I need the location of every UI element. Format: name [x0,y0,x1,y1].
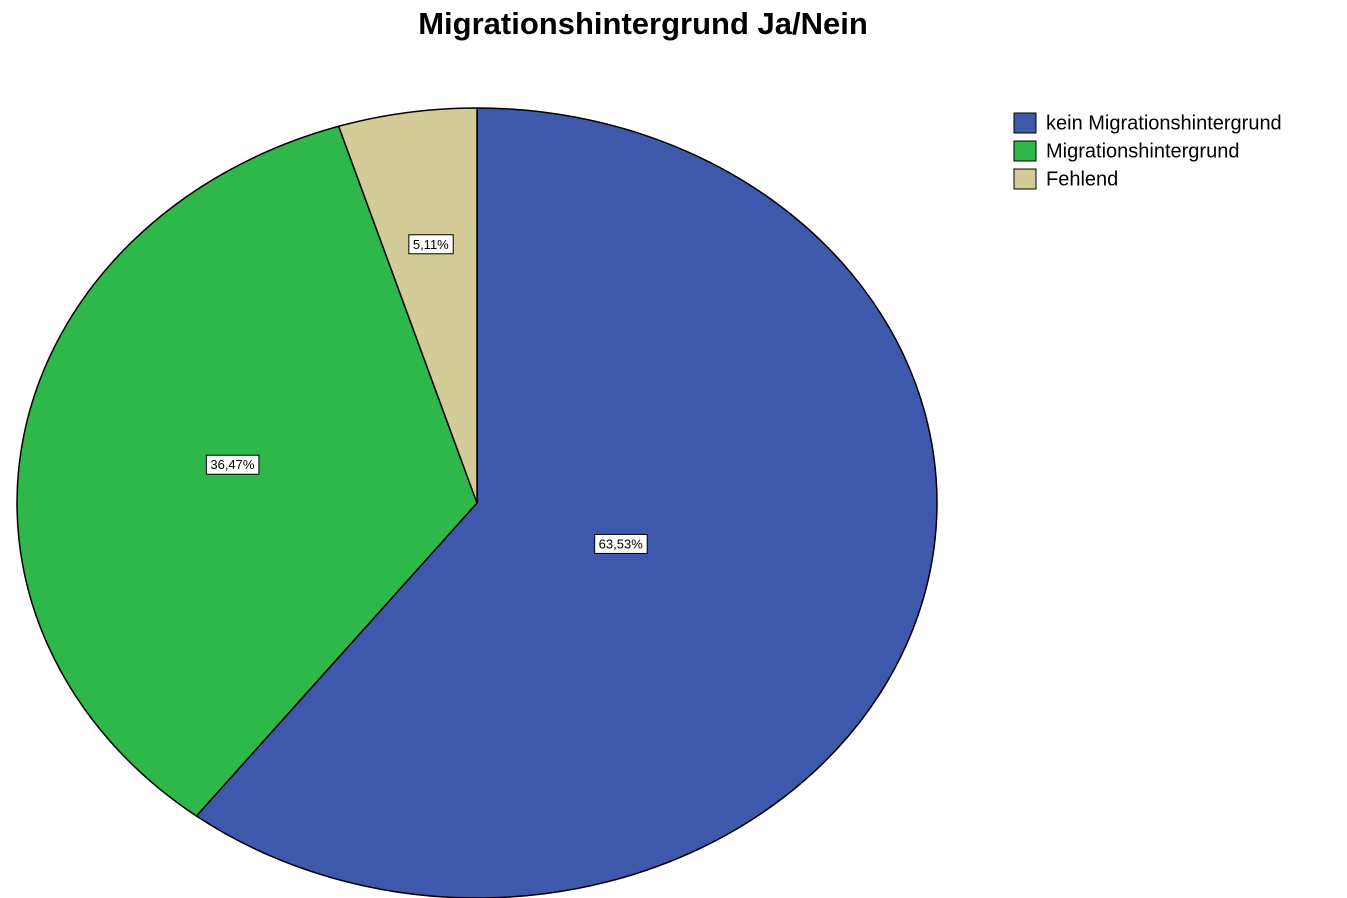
legend-label: Fehlend [1046,168,1118,190]
legend-swatch [1013,112,1037,134]
legend-swatch [1013,140,1037,162]
value-label: 63,53% [599,536,644,551]
pie-slice [337,107,478,504]
value-label: 5,11% [413,237,449,252]
value-label-box [205,454,260,475]
value-label-box [408,234,454,255]
legend-label: kein Migrationshintergrund [1046,112,1282,134]
value-label-box [594,533,648,554]
pie-slice [195,107,938,898]
chart-title: Migrationshintergrund Ja/Nein [418,6,868,41]
legend-label: Migrationshintergrund [1046,140,1239,162]
value-label: 36,47% [210,457,255,472]
legend-swatch [1013,168,1037,190]
